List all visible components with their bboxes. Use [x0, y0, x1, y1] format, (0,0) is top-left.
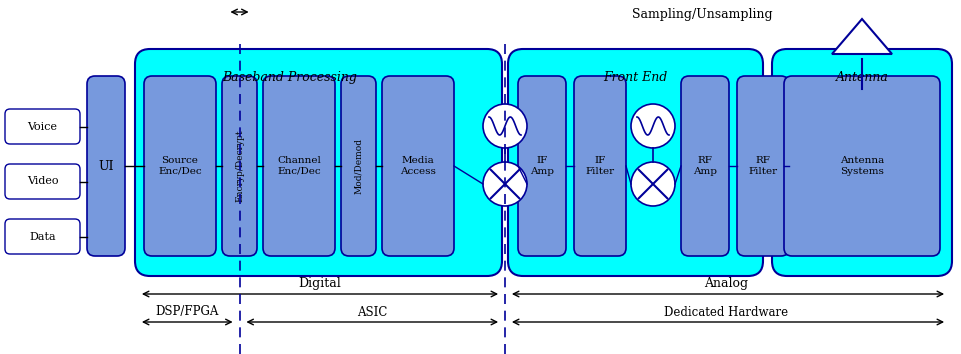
FancyBboxPatch shape	[222, 76, 257, 256]
Text: RF
Filter: RF Filter	[748, 156, 776, 176]
FancyBboxPatch shape	[135, 49, 502, 276]
FancyBboxPatch shape	[517, 76, 565, 256]
FancyBboxPatch shape	[5, 109, 80, 144]
FancyBboxPatch shape	[5, 164, 80, 199]
Text: Source
Enc/Dec: Source Enc/Dec	[158, 156, 202, 176]
Text: Data: Data	[29, 232, 56, 241]
FancyBboxPatch shape	[144, 76, 216, 256]
Text: Video: Video	[27, 177, 59, 187]
FancyBboxPatch shape	[382, 76, 454, 256]
Text: Mod/Demod: Mod/Demod	[354, 138, 362, 194]
Text: RF
Amp: RF Amp	[692, 156, 716, 176]
Text: Front End: Front End	[603, 70, 667, 84]
Polygon shape	[831, 19, 891, 54]
FancyBboxPatch shape	[771, 49, 951, 276]
Circle shape	[630, 162, 675, 206]
Text: IF
Amp: IF Amp	[530, 156, 554, 176]
Text: Media
Access: Media Access	[400, 156, 435, 176]
Circle shape	[630, 104, 675, 148]
Text: Antenna: Antenna	[835, 70, 888, 84]
Text: Digital: Digital	[298, 278, 341, 291]
Circle shape	[482, 104, 527, 148]
FancyBboxPatch shape	[574, 76, 626, 256]
Text: DSP/FPGA: DSP/FPGA	[156, 306, 219, 319]
FancyBboxPatch shape	[262, 76, 334, 256]
Text: Encryp/Decrypt: Encryp/Decrypt	[234, 130, 244, 202]
Text: Analog: Analog	[703, 278, 748, 291]
Text: Antenna
Systems: Antenna Systems	[839, 156, 883, 176]
FancyBboxPatch shape	[86, 76, 125, 256]
Circle shape	[482, 162, 527, 206]
FancyBboxPatch shape	[507, 49, 762, 276]
FancyBboxPatch shape	[340, 76, 376, 256]
Text: ASIC: ASIC	[357, 306, 387, 319]
FancyBboxPatch shape	[783, 76, 939, 256]
Text: Sampling/Unsampling: Sampling/Unsampling	[631, 8, 772, 21]
Text: UI: UI	[98, 160, 113, 172]
FancyBboxPatch shape	[680, 76, 728, 256]
FancyBboxPatch shape	[5, 219, 80, 254]
Text: Channel
Enc/Dec: Channel Enc/Dec	[277, 156, 321, 176]
Text: Voice: Voice	[28, 121, 58, 131]
Text: Baseband Processing: Baseband Processing	[221, 70, 357, 84]
Text: Dedicated Hardware: Dedicated Hardware	[663, 306, 787, 319]
Text: IF
Filter: IF Filter	[585, 156, 614, 176]
FancyBboxPatch shape	[736, 76, 788, 256]
